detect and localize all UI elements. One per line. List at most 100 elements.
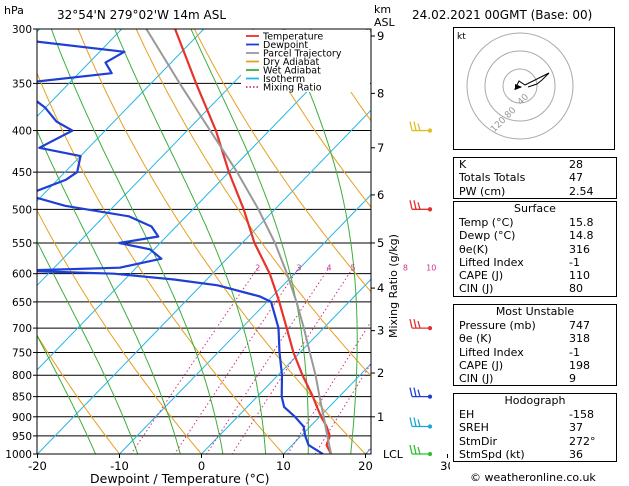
- temperature-profile: [174, 29, 333, 454]
- x-tick-label: 20: [358, 459, 373, 473]
- dry-adiabat-line: [251, 29, 371, 208]
- km-tick-label: 9: [377, 29, 384, 43]
- legend-label: Dry Adiabat: [263, 57, 320, 68]
- surface-row: CIN (J) 80: [459, 282, 583, 296]
- hodo-row: SREH 37: [459, 421, 583, 435]
- legend-label: Temperature: [262, 32, 323, 43]
- legend-label: Parcel Trajectory: [263, 49, 342, 60]
- copyright-footer: © weatheronline.co.uk: [470, 471, 596, 484]
- wind-barb-feather: [413, 387, 417, 397]
- legend-label: Isotherm: [263, 74, 305, 85]
- wind-barb: [409, 387, 433, 399]
- hodograph-unit-label: kt: [457, 32, 466, 42]
- lcl-label: LCL: [383, 448, 404, 461]
- pressure-tick-label: 400: [12, 126, 32, 138]
- wind-barb-station: [427, 394, 433, 399]
- dry-adiabat-line: [193, 29, 371, 293]
- wind-barb-feather: [413, 121, 417, 131]
- mu-row: Pressure (mb) 747: [459, 319, 590, 332]
- height-unit-label: km: [374, 3, 392, 16]
- wind-barb: [409, 121, 433, 133]
- mixing-ratio-label: 5: [350, 264, 355, 273]
- index-row-pw: PW (cm) 2.54: [459, 184, 594, 198]
- km-tick-label: 8: [377, 86, 384, 100]
- mixing-ratio-label: 3: [296, 264, 301, 273]
- mixing-ratio-line: [394, 268, 450, 472]
- surface-row: CAPE (J) 110: [459, 269, 590, 283]
- wind-barb-feather: [413, 444, 417, 455]
- wind-barb-feather: [417, 446, 421, 455]
- pressure-tick-label: 700: [12, 323, 32, 335]
- mixing-ratio-line: [365, 445, 371, 454]
- wind-barb-station: [427, 424, 433, 429]
- wind-barb-feather: [409, 444, 413, 455]
- km-tick-label: 6: [377, 188, 384, 202]
- mixing-ratio-label: 10: [426, 264, 436, 273]
- isotherm-line: [37, 29, 123, 118]
- wind-barb-feather: [409, 387, 413, 397]
- wind-barb: [409, 417, 433, 429]
- dewpoint-profile: [37, 40, 324, 454]
- parcel-trajectory-profile: [145, 29, 333, 454]
- mixing-ratio-line: [424, 268, 450, 472]
- hodograph-rings: [466, 32, 574, 140]
- wind-barb-feather: [417, 123, 421, 131]
- wind-barb-station: [427, 207, 433, 212]
- surface-table: Surface Temp (°C) 15.8 Dewp (°C) 14.8 θe(K…: [453, 201, 617, 297]
- pressure-tick-label: 750: [12, 347, 32, 359]
- mu-row: CIN (J) 9: [459, 372, 576, 386]
- dry-adiabat-line: [135, 29, 371, 377]
- dry-adiabat-line: [37, 334, 121, 454]
- wet-adiabat-line: [37, 334, 97, 454]
- wet-adiabat-line: [50, 29, 224, 454]
- km-tick-label: 3: [377, 324, 384, 338]
- wind-barb: [409, 318, 433, 331]
- pressure-tick-label: 800: [12, 370, 32, 382]
- wind-barb-feather: [413, 318, 417, 329]
- mixing-ratio-line: [174, 267, 300, 454]
- surface-row: θe(K) 316: [459, 242, 590, 256]
- pressure-tick-label: 450: [12, 167, 32, 179]
- wet-adiabat-line: [281, 29, 358, 454]
- pressure-tick-label: 1000: [5, 449, 32, 461]
- pressure-tick-label: 950: [12, 431, 32, 443]
- surface-row: Lifted Index -1: [459, 255, 580, 269]
- wet-adiabat-line: [431, 5, 450, 472]
- hodograph-plot: kt 40 80 120: [453, 27, 615, 150]
- wind-barb-feather: [417, 419, 421, 427]
- hodograph-table-title: Hodograph: [504, 394, 566, 407]
- surface-title: Surface: [514, 202, 556, 215]
- surface-row: Temp (°C) 15.8: [459, 216, 594, 229]
- wind-barb-feather: [409, 318, 413, 329]
- x-tick-label: -10: [110, 459, 129, 473]
- hodo-row: StmSpd (kt) 36: [459, 447, 583, 461]
- km-tick-label: 4: [377, 281, 384, 295]
- isotherm-line: [37, 109, 371, 454]
- x-tick-label: 30: [440, 459, 450, 473]
- mixing-ratio-line: [205, 267, 330, 454]
- x-tick-label: -20: [28, 459, 47, 473]
- dry-adiabat-line: [37, 71, 285, 454]
- hodo-row: StmDir 272°: [459, 434, 596, 448]
- surface-row: Dewp (°C) 14.8: [459, 229, 594, 243]
- most-unstable-table: Most Unstable Pressure (mb) 747 θe (K) 318…: [453, 304, 617, 387]
- mixing-ratio-label: 4: [326, 264, 331, 273]
- legend-label: Wet Adiabat: [263, 66, 321, 77]
- mixing-ratio-label: 8: [403, 264, 408, 273]
- indices-table: K 28 Totals Totals 47 PW (cm) 2.54: [453, 157, 617, 199]
- index-row-k: K 28: [459, 158, 583, 171]
- wet-adiabat-line: [37, 240, 139, 454]
- dry-adiabat-line: [77, 29, 367, 454]
- legend-label: Mixing Ratio: [263, 83, 322, 94]
- mixing-ratio-line: [314, 362, 371, 454]
- x-tick-label: 10: [276, 459, 291, 473]
- pressure-tick-label: 500: [12, 204, 32, 216]
- mu-row: θe (K) 318: [459, 332, 590, 346]
- isotherm-line: [37, 29, 287, 287]
- km-tick-label: 1: [377, 410, 384, 424]
- isotherm-line: [282, 363, 371, 454]
- isotherm-line: [200, 278, 371, 454]
- mu-row: CAPE (J) 198: [459, 358, 590, 372]
- wind-barb: [409, 444, 433, 457]
- mixing-ratio-line: [130, 267, 259, 454]
